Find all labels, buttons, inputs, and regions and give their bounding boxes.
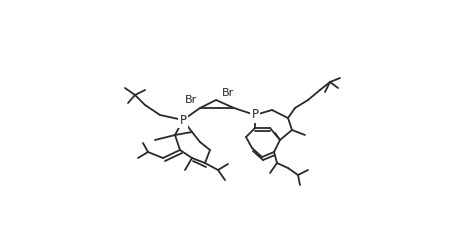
Text: Br: Br [222, 88, 234, 98]
Text: P: P [179, 113, 186, 127]
Text: P: P [252, 109, 258, 121]
Text: Br: Br [185, 95, 197, 105]
